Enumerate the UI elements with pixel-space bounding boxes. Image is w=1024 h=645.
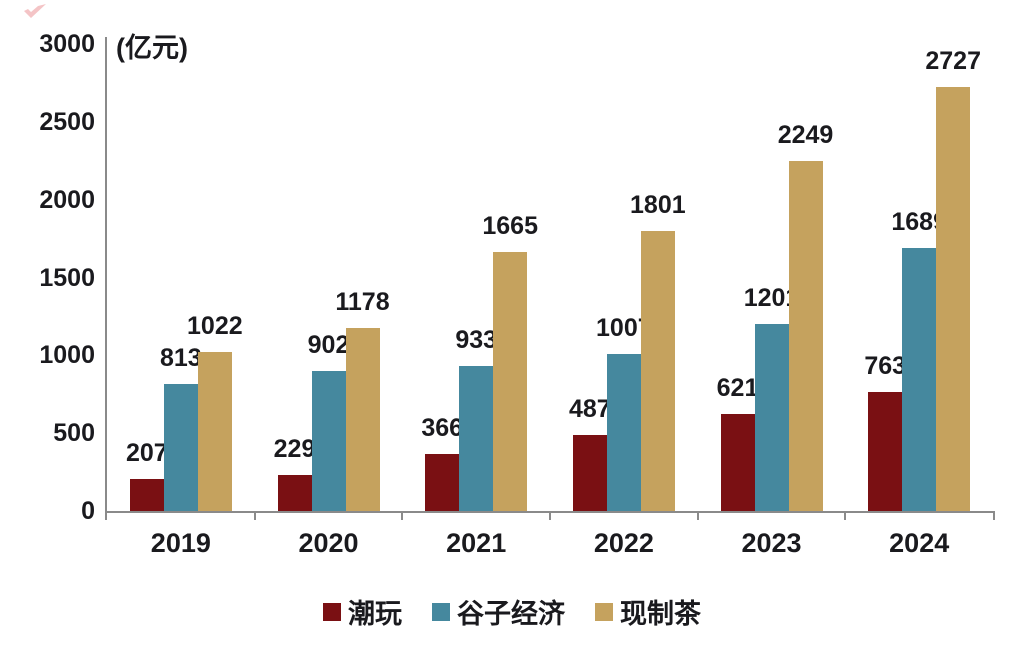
y-tick-label: 1000: [39, 341, 95, 370]
legend-item-现制茶: 现制茶: [595, 592, 701, 631]
legend-item-谷子经济: 谷子经济: [432, 592, 565, 631]
legend-label: 现制茶: [620, 599, 701, 629]
bar-value-label: 902: [307, 330, 350, 359]
bar-现制茶-2019: 1022: [187, 312, 243, 511]
bar-value-label: 813: [159, 344, 202, 373]
x-axis-tick-mark: [844, 511, 847, 520]
bar-谷子经济-2024: 1689: [891, 208, 947, 511]
x-tick-label-2019: 2019: [150, 528, 211, 558]
bars-container: 207 813 1022 229 902 1178 366 933 1665 487 1007 180…: [107, 44, 993, 511]
y-tick-label: 500: [53, 419, 95, 448]
bar-value-label: 763: [864, 352, 907, 381]
bar-group-2021: 366 933 1665: [402, 44, 550, 511]
bar-潮玩-2020: 229: [274, 435, 315, 511]
bar-现制茶-2020: 1178: [335, 288, 390, 511]
bar-value-label: 2249: [777, 120, 834, 149]
bar-value-label: 366: [421, 414, 464, 443]
y-tick-label: 2500: [39, 107, 95, 136]
x-tick-label-2023: 2023: [741, 528, 802, 558]
bar-value-label: 1665: [482, 211, 538, 240]
x-tick-label-2024: 2024: [889, 528, 950, 558]
plot-area: 207 813 1022 229 902 1178 366 933 1665 487 1007 180…: [105, 37, 995, 520]
x-axis-tick-mark: [549, 511, 551, 520]
x-axis-tick-labels: 2019 2020 2021 2022 2023 2024: [107, 528, 993, 559]
legend: 潮玩 谷子经济 现制茶: [0, 592, 1024, 631]
y-tick-label: 2000: [39, 185, 95, 214]
y-axis-line: [105, 37, 107, 513]
legend-label: 谷子经济: [457, 599, 565, 629]
bar-group-2019: 207 813 1022: [107, 44, 255, 511]
y-tick-label: 1500: [39, 263, 95, 292]
y-tick-label: 3000: [39, 30, 95, 58]
bar-谷子经济-2022: 1007: [596, 314, 652, 511]
x-axis-tick-mark: [696, 511, 699, 520]
x-tick-label-2020: 2020: [298, 528, 359, 558]
bar-现制茶-2022: 1801: [630, 191, 686, 511]
legend-swatch-icon: [595, 602, 613, 621]
y-axis-unit-label: (亿元): [116, 33, 188, 63]
x-tick-label-2021: 2021: [446, 528, 507, 558]
bar-谷子经济-2019: 813: [160, 344, 202, 511]
bar-group-2020: 229 902 1178: [255, 44, 403, 511]
bar-value-label: 229: [273, 435, 316, 464]
watermark-mark: [24, 4, 46, 18]
y-axis-tick-labels: 0 500 1000 1500 2000 2500 3000: [14, 30, 95, 525]
legend-label: 潮玩: [348, 599, 402, 629]
bar-现制茶-2024: 2727: [925, 47, 981, 511]
bar-group-2022: 487 1007 1801: [550, 44, 698, 511]
bar-value-label: 487: [568, 395, 611, 424]
legend-swatch-icon: [323, 602, 341, 621]
bar-value-label: 1178: [335, 287, 390, 316]
bar-谷子经济-2020: 902: [308, 331, 349, 511]
bar-现制茶-2021: 1665: [482, 212, 538, 511]
bar-潮玩-2021: 366: [421, 414, 463, 511]
bar-潮玩-2019: 207: [126, 439, 168, 511]
bar-value-label: 207: [125, 438, 168, 467]
y-tick-label: 0: [81, 497, 95, 525]
bar-潮玩-2024: 763: [864, 352, 906, 511]
bar-谷子经济-2023: 1201: [744, 284, 799, 511]
bar-谷子经济-2021: 933: [455, 326, 497, 511]
legend-swatch-icon: [432, 602, 450, 621]
bar-value-label: 621: [716, 374, 759, 403]
bar-现制茶-2023: 2249: [778, 121, 833, 511]
x-axis-tick-mark: [105, 511, 107, 520]
bar-value-label: 1022: [187, 311, 243, 340]
legend-item-潮玩: 潮玩: [323, 592, 402, 631]
x-axis-tick-mark: [401, 511, 404, 520]
bar-value-label: 933: [455, 325, 498, 354]
bar-group-2023: 621 1201 2249: [698, 44, 846, 511]
bar-value-label: 1801: [630, 190, 686, 219]
bar-潮玩-2023: 621: [717, 374, 758, 511]
x-axis-tick-mark: [253, 511, 256, 520]
x-axis-tick-mark: [993, 511, 995, 520]
bar-value-label: 2727: [925, 46, 981, 75]
bar-潮玩-2022: 487: [569, 395, 611, 511]
x-tick-label-2022: 2022: [593, 528, 654, 558]
bar-group-2024: 763 1689 2727: [845, 44, 993, 511]
